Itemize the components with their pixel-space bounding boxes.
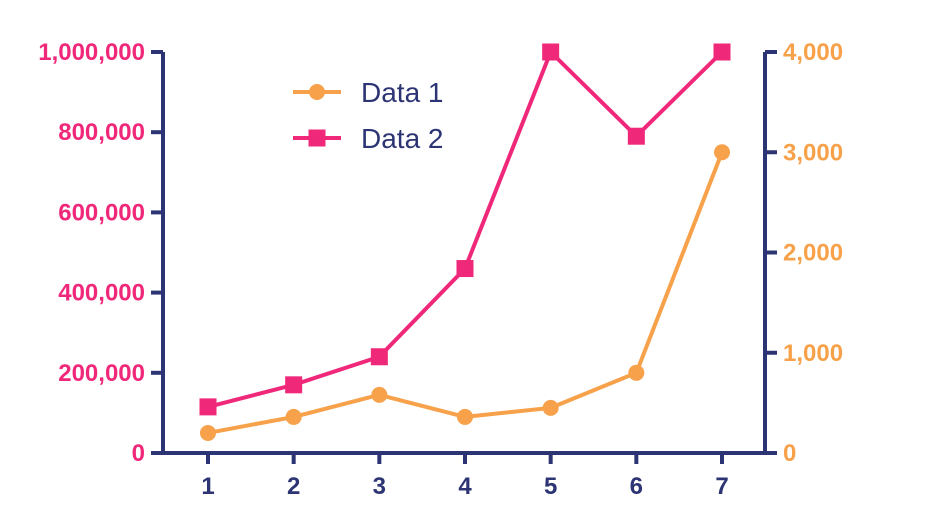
series-line-data-1 (207, 151, 724, 435)
data-point-data-1 (200, 424, 216, 441)
data-point-data-2 (199, 398, 217, 416)
tick-labels: 0 200,000 400,000 600,000 800,000 1,000,000 0 1… (38, 39, 843, 500)
x-tick-label: 1 (201, 473, 214, 500)
x-tick-label: 5 (544, 473, 557, 500)
right-y-tick-label: 3,000 (783, 139, 843, 166)
right-y-tick-label: 4,000 (783, 39, 843, 66)
right-y-tick-label: 0 (783, 440, 796, 467)
left-y-tick-label: 1,000,000 (38, 39, 145, 66)
right-y-tick-label: 2,000 (783, 240, 843, 267)
data-point-data-2 (542, 43, 560, 61)
x-tick-label: 3 (373, 473, 386, 500)
x-tick-label: 6 (630, 473, 643, 500)
legend-marker-data-1 (309, 84, 325, 100)
data-point-data-1 (542, 399, 559, 416)
data-point-data-2 (370, 348, 388, 366)
data-point-data-2 (713, 43, 731, 61)
x-tick-label: 7 (715, 473, 728, 500)
left-y-tick-label: 200,000 (58, 360, 145, 387)
legend-marker-data-2 (308, 129, 326, 147)
left-y-tick-label: 600,000 (58, 199, 145, 226)
data-point-data-1 (285, 408, 302, 425)
right-y-tick-label: 1,000 (783, 340, 843, 367)
x-tick-label: 4 (458, 473, 472, 500)
data-point-data-1 (371, 386, 388, 403)
axes (151, 50, 777, 464)
data-point-data-2 (627, 127, 645, 145)
legend-label-data-2: Data 2 (361, 123, 444, 154)
series-layer (199, 43, 731, 441)
data-point-data-2 (456, 260, 474, 278)
left-y-tick-label: 400,000 (58, 280, 145, 307)
x-tick-label: 2 (287, 473, 300, 500)
data-point-data-1 (714, 144, 730, 161)
legend: Data 1 Data 2 (293, 77, 444, 154)
left-y-tick-label: 800,000 (58, 119, 145, 146)
left-y-tick-label: 0 (132, 440, 145, 467)
legend-label-data-1: Data 1 (361, 77, 444, 108)
data-point-data-1 (628, 364, 645, 381)
data-point-data-2 (285, 376, 303, 394)
data-point-data-1 (457, 408, 473, 425)
